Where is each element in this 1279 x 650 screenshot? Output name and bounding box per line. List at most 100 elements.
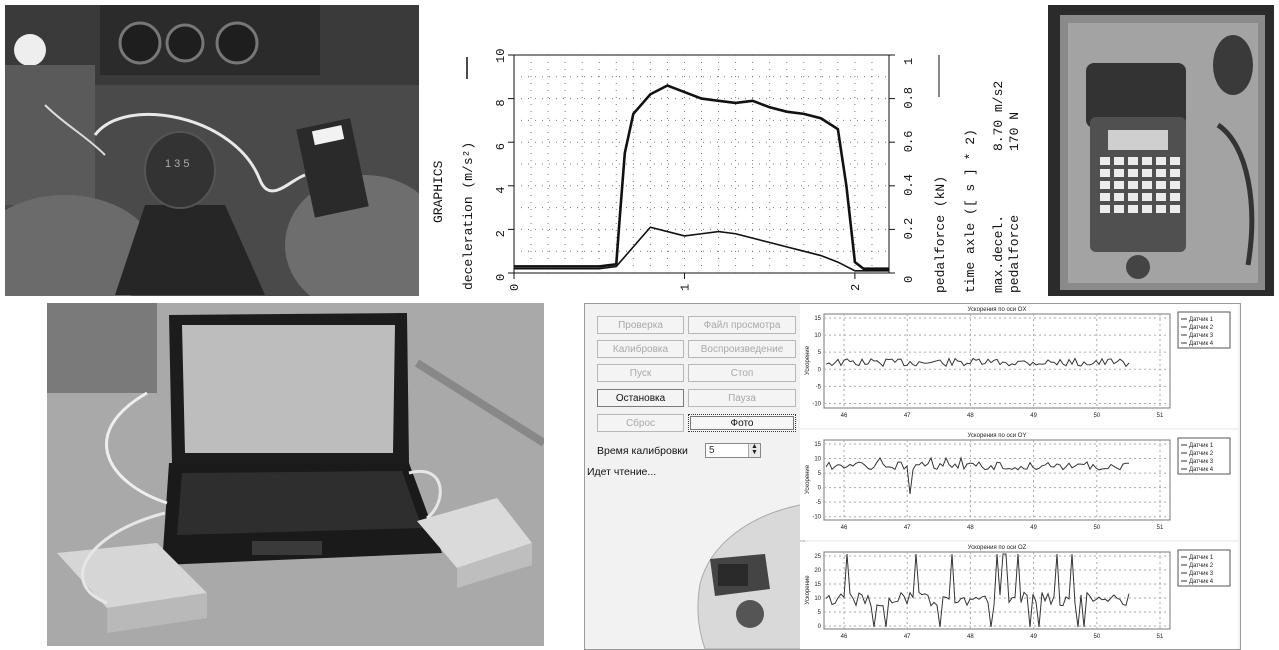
start-button[interactable]: Пуск — [597, 364, 684, 382]
right-tick-label: 0.2 — [902, 218, 916, 240]
right-tick-label: 0.8 — [902, 87, 916, 109]
car-illustration — [697, 504, 805, 649]
left-tick-label: 8 — [494, 99, 508, 106]
deceleration-series-line — [514, 84, 889, 270]
y-tick-label: 5 — [818, 610, 822, 616]
x-tick-label: 47 — [904, 634, 911, 640]
y-tick-label: -10 — [812, 515, 821, 521]
time-axis-label: time axle ([ s ] * 2) — [963, 129, 978, 293]
right-tick-label: 0.6 — [902, 131, 916, 153]
y-tick-label: 5 — [818, 471, 822, 477]
stop-button[interactable]: Стоп — [688, 364, 796, 382]
chart-y-label: Ускорение — [805, 345, 811, 375]
left-tick-label: 2 — [494, 230, 508, 237]
chart-ox: Ускорения по оси OX Ускорение 15 10 5 0 -5 -10 4… — [800, 304, 1238, 428]
x-tick-label: 46 — [841, 525, 848, 531]
calibration-time-value: 5 — [709, 445, 715, 456]
chart-title: Ускорения по оси OX — [968, 307, 1027, 313]
right-axis-label: pedalforce (kN) — [933, 176, 948, 293]
chart-title: Ускорения по оси OY — [968, 433, 1027, 439]
max-decel-label: max.decel. — [991, 215, 1006, 293]
y-tick-label: 0 — [818, 624, 822, 630]
x-tick-label: 51 — [1157, 525, 1164, 531]
legend-item: Датчик 1 — [1189, 317, 1214, 323]
max-decel-value: 8.70 m/s2 — [991, 81, 1006, 151]
playback-button[interactable]: Воспроизведение — [688, 340, 796, 358]
laptop-sensors-photo — [47, 303, 544, 646]
chart-oy: Ускорения по оси OY Ускорение 15 10 5 0 -5 -10 4… — [800, 430, 1238, 540]
x-tick-label: 51 — [1157, 413, 1164, 419]
y-tick-label: -5 — [816, 384, 822, 390]
y-tick-label: 0 — [818, 486, 822, 492]
pause-button[interactable]: Пауза — [688, 389, 796, 407]
halt-button[interactable]: Остановка — [597, 389, 684, 407]
left-axis-label: deceleration (m/s²) — [461, 142, 476, 290]
accelerometer-app-window: Проверка Файл просмотра Калибровка Воспр… — [584, 303, 1241, 650]
right-tick-label: 1 — [902, 58, 916, 65]
y-tick-label: 5 — [818, 350, 822, 356]
legend-item: Датчик 3 — [1189, 333, 1214, 339]
legend-item: Датчик 4 — [1189, 579, 1214, 585]
y-tick-label: -10 — [812, 401, 821, 407]
x-tick-label: 49 — [1030, 525, 1037, 531]
pedalforce-value: 170 N — [1007, 112, 1022, 151]
right-tick-label: 0.4 — [902, 174, 916, 196]
calibration-button[interactable]: Калибровка — [597, 340, 684, 358]
calibration-time-spinner[interactable]: 5 ▲ ▼ — [705, 443, 761, 458]
left-tick-label: 0 — [494, 274, 508, 281]
y-tick-label: 10 — [814, 457, 821, 463]
pedalforce-label: pedalforce — [1007, 215, 1022, 293]
x-tick-label: 48 — [967, 525, 974, 531]
x-tick-label: 46 — [841, 634, 848, 640]
spinner-arrows-icon[interactable]: ▲ ▼ — [748, 443, 760, 457]
legend-item: Датчик 1 — [1189, 555, 1214, 561]
y-tick-label: 15 — [814, 442, 821, 448]
check-button[interactable]: Проверка — [597, 316, 684, 334]
sensor-series-line — [825, 357, 1130, 368]
chart-y-label: Ускорение — [805, 464, 811, 494]
x-tick-label: 51 — [1157, 634, 1164, 640]
photo-button[interactable]: Фото — [688, 414, 796, 432]
legend-item: Датчик 1 — [1189, 443, 1214, 449]
legend-item: Датчик 4 — [1189, 467, 1214, 473]
sensor-series-line — [825, 456, 1129, 495]
x-tick-label: 47 — [904, 413, 911, 419]
left-tick-label: 6 — [494, 143, 508, 150]
y-tick-label: 20 — [814, 568, 821, 574]
reset-button[interactable]: Сброс — [597, 414, 684, 432]
status-text: Идет чтение... — [587, 466, 657, 478]
x-tick-label: 50 — [1093, 413, 1100, 419]
sensor-series-line — [825, 553, 1130, 628]
legend-item: Датчик 3 — [1189, 459, 1214, 465]
left-tick-label: 4 — [494, 187, 508, 194]
y-tick-label: 10 — [814, 333, 821, 339]
y-tick-label: 0 — [818, 367, 822, 373]
y-tick-label: 10 — [814, 596, 821, 602]
legend-item: Датчик 4 — [1189, 341, 1214, 347]
x-tick-label: 46 — [841, 413, 848, 419]
svg-text:1 3 5: 1 3 5 — [165, 158, 189, 170]
y-tick-label: 25 — [814, 554, 821, 560]
y-tick-label: 15 — [814, 582, 821, 588]
legend-item: Датчик 2 — [1189, 325, 1214, 331]
x-tick-label: 50 — [1093, 634, 1100, 640]
x-tick-label: 50 — [1093, 525, 1100, 531]
x-tick-label: 49 — [1030, 413, 1037, 419]
chart-title: Ускорения по оси OZ — [968, 545, 1027, 551]
car-interior-photo: 1 3 5 — [5, 5, 419, 296]
x-tick-label: 1 — [678, 284, 692, 291]
calibration-time-label: Время калибровки — [597, 445, 688, 457]
x-tick-label: 2 — [849, 284, 863, 291]
x-tick-label: 48 — [967, 413, 974, 419]
y-tick-label: 15 — [814, 316, 821, 322]
legend-item: Датчик 3 — [1189, 571, 1214, 577]
chart-oz: Ускорения по оси OZ Ускорение 25 20 15 10 5 0 46… — [800, 542, 1238, 649]
device-case-photo — [1048, 5, 1274, 296]
chart-y-label: Ускорение — [805, 575, 811, 605]
brake-test-chart: GRAPHICS deceleration (m/s²) 0 2 4 6 8 10 0 0.… — [424, 5, 1044, 296]
right-tick-label: 0 — [902, 276, 916, 283]
view-file-button[interactable]: Файл просмотра — [688, 316, 796, 334]
legend-item: Датчик 2 — [1189, 563, 1214, 569]
left-tick-label: 10 — [494, 49, 508, 63]
x-tick-label: 0 — [508, 284, 522, 291]
